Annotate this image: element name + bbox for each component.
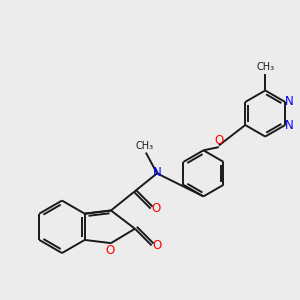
Text: O: O xyxy=(153,239,162,252)
Text: N: N xyxy=(285,95,293,109)
Text: O: O xyxy=(215,134,224,147)
Text: O: O xyxy=(152,202,161,215)
Text: N: N xyxy=(285,118,293,131)
Text: N: N xyxy=(153,166,161,179)
Text: CH₃: CH₃ xyxy=(135,140,153,151)
Text: CH₃: CH₃ xyxy=(256,62,274,72)
Text: O: O xyxy=(106,244,115,257)
